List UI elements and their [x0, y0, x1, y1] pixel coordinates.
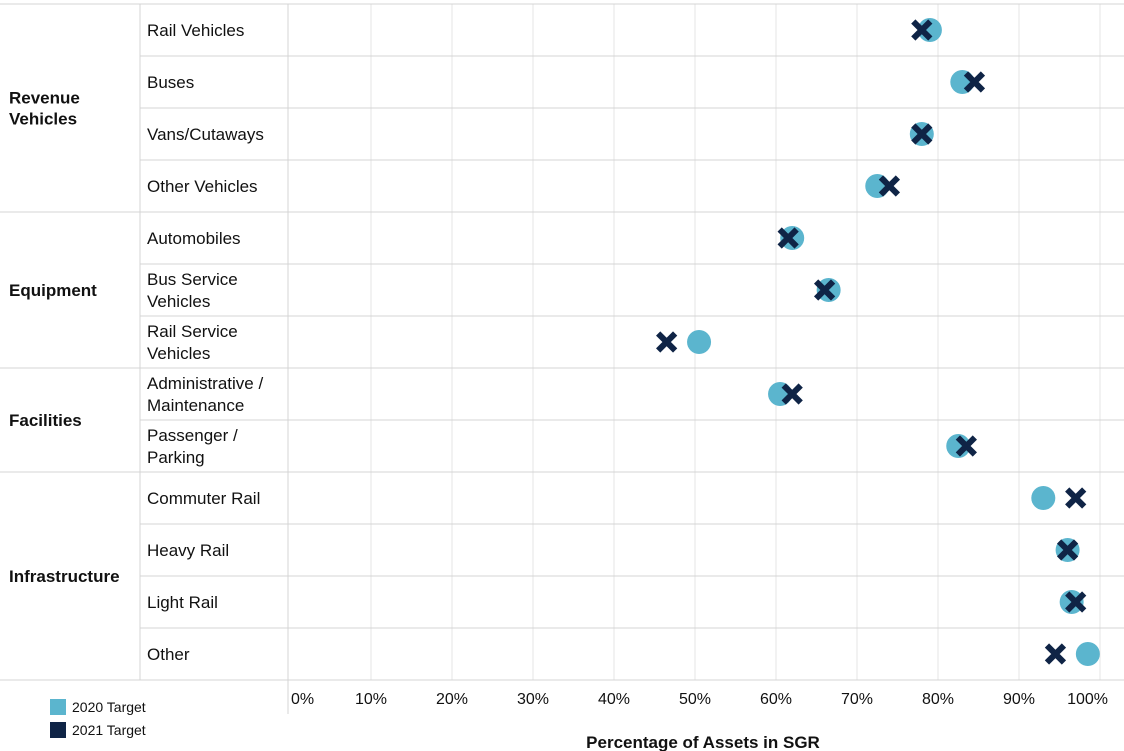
legend-label: 2021 Target [72, 722, 146, 738]
category-label-line: Commuter Rail [147, 489, 260, 508]
category-label: Passenger / Parking [147, 426, 238, 467]
point-2021-target [777, 227, 799, 249]
legend-swatch [50, 722, 66, 738]
category-label-line: Parking [147, 448, 205, 467]
group-label: Infrastructure [9, 567, 120, 586]
legend-swatch [50, 699, 66, 715]
point-2021-target [911, 123, 933, 145]
category-label-line: Automobiles [147, 229, 241, 248]
category-label: Vans/Cutaways [147, 125, 264, 144]
x-tick-label: 40% [598, 691, 630, 708]
point-2021-target [878, 175, 901, 197]
group-label: Facilities [9, 411, 82, 430]
point-2020-target [1031, 486, 1056, 510]
x-tick-label: 10% [355, 691, 387, 708]
category-label: Heavy Rail [147, 541, 229, 560]
x-axis-title: Percentage of Assets in SGR [586, 733, 820, 751]
x-tick-label: 80% [922, 691, 954, 708]
category-label-line: Other Vehicles [147, 177, 258, 196]
category-label-line: Other [147, 645, 190, 664]
point-2021-target [911, 19, 933, 41]
group-label: Equipment [9, 281, 97, 300]
category-label: Buses [147, 73, 194, 92]
x-tick-label: 100% [1067, 691, 1108, 708]
category-label-line: Passenger / [147, 426, 238, 445]
category-label-line: Vehicles [147, 344, 210, 363]
category-label: Rail Service Vehicles [147, 322, 238, 363]
category-label: Light Rail [147, 593, 218, 612]
category-label: Other [147, 645, 190, 664]
x-tick-label: 70% [841, 691, 873, 708]
x-tick-label: 60% [760, 691, 792, 708]
group-label-line: Infrastructure [9, 567, 120, 586]
category-label-line: Heavy Rail [147, 541, 229, 560]
point-2021-target [955, 435, 977, 457]
category-label-line: Maintenance [147, 396, 244, 415]
category-label-line: Bus Service [147, 270, 238, 289]
x-tick-label: 30% [517, 691, 549, 708]
category-label-line: Rail Vehicles [147, 21, 244, 40]
category-label-line: Buses [147, 73, 194, 92]
category-label-line: Light Rail [147, 593, 218, 612]
category-label: Other Vehicles [147, 177, 258, 196]
group-label: Revenue Vehicles [9, 89, 80, 129]
point-2021-target [963, 71, 986, 93]
point-2021-target [1065, 487, 1087, 509]
x-tick-label: 0% [291, 691, 314, 708]
point-2021-target [1056, 539, 1079, 561]
point-2021-target [1065, 591, 1087, 613]
group-label-line: Revenue [9, 89, 80, 108]
point-2021-target [1044, 643, 1067, 665]
point-2021-target [781, 383, 803, 405]
point-2020-target [1075, 642, 1100, 666]
group-label-line: Facilities [9, 411, 82, 430]
category-label: Rail Vehicles [147, 21, 244, 40]
group-label-line: Vehicles [9, 110, 77, 129]
category-label-line: Vans/Cutaways [147, 125, 264, 144]
point-2021-target [656, 331, 678, 353]
x-tick-label: 20% [436, 691, 468, 708]
category-label-line: Rail Service [147, 322, 238, 341]
category-label: Administrative / Maintenance [147, 374, 263, 415]
category-label: Bus Service Vehicles [147, 270, 238, 311]
point-2021-target [813, 279, 836, 301]
x-tick-label: 90% [1003, 691, 1035, 708]
category-label-line: Administrative / [147, 374, 263, 393]
point-2020-target [687, 330, 712, 354]
category-label-line: Vehicles [147, 292, 210, 311]
group-label-line: Equipment [9, 281, 97, 300]
category-label: Automobiles [147, 229, 241, 248]
x-tick-label: 50% [679, 691, 711, 708]
category-label: Commuter Rail [147, 489, 260, 508]
legend-label: 2020 Target [72, 699, 146, 715]
